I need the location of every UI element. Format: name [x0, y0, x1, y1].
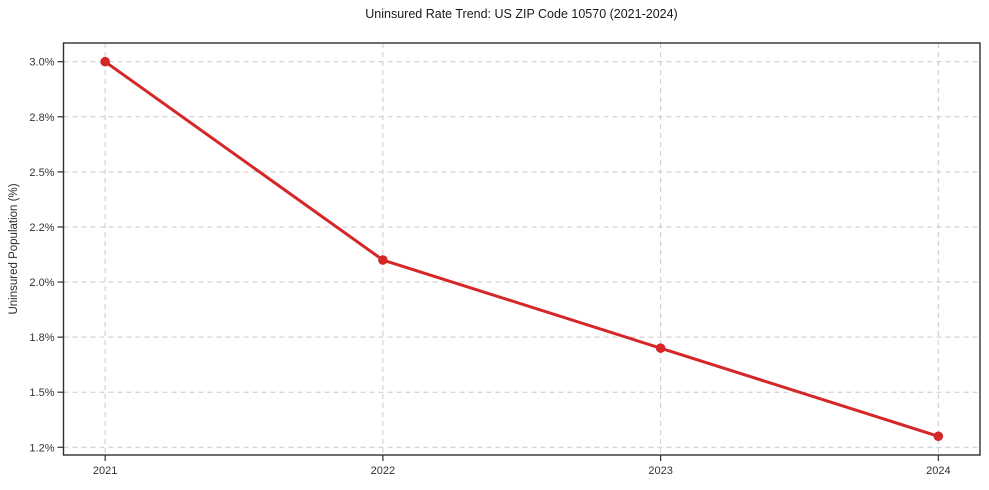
plot-frame [62, 42, 981, 456]
trend-line [103, 60, 940, 438]
x-tick-label: 2021 [93, 465, 117, 477]
y-tick-label: 3.0% [29, 57, 54, 69]
x-tick-label: 2024 [926, 465, 950, 477]
y-tick-label: 2.0% [29, 277, 54, 289]
y-tick-label: 2.8% [29, 112, 54, 124]
data-point [100, 56, 110, 67]
y-tick-label: 2.5% [29, 167, 54, 179]
y-tick-label: 1.5% [29, 387, 54, 399]
x-tick-label: 2022 [371, 465, 395, 477]
y-tick-label: 1.8% [29, 332, 54, 344]
data-point [378, 255, 388, 265]
data-point [933, 431, 944, 442]
chart-title: Uninsured Rate Trend: US ZIP Code 10570 … [365, 7, 678, 21]
y-tick-label: 1.2% [29, 442, 54, 454]
y-tick-label: 2.2% [29, 222, 54, 234]
data-point [655, 343, 666, 353]
x-tick-label: 2023 [648, 465, 672, 477]
